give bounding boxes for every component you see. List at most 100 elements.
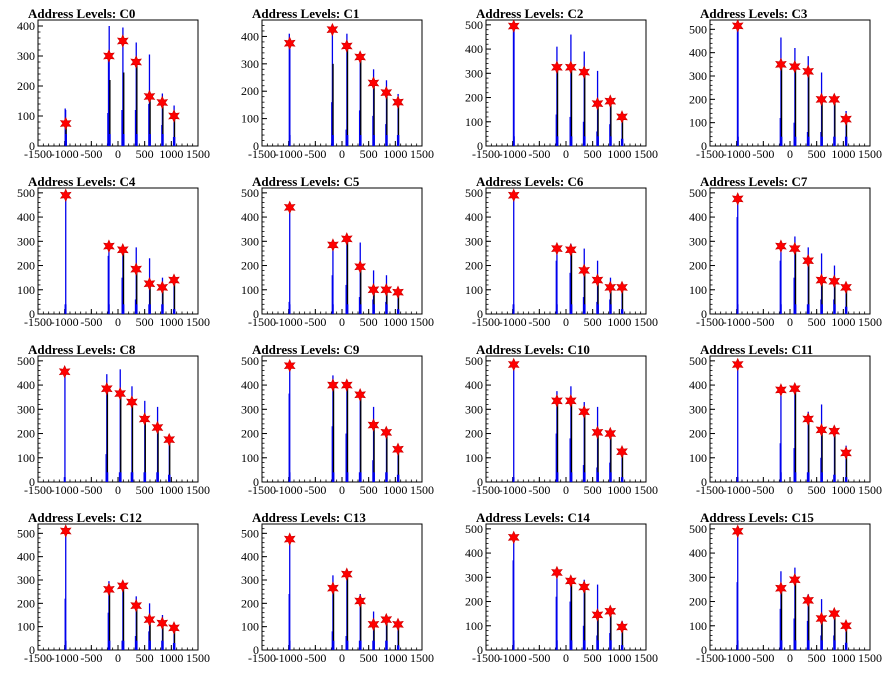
histogram-base xyxy=(583,640,586,650)
histogram-base xyxy=(583,304,586,314)
red-star-marker xyxy=(591,608,604,622)
x-tick-label: -1500 xyxy=(248,651,276,665)
chart-panel-c8: Address Levels: C80100200300400500-1500-… xyxy=(17,342,210,497)
red-star-marker xyxy=(840,619,852,633)
x-tick-label: 1000 xyxy=(159,483,183,497)
y-tick-label: 400 xyxy=(241,550,259,564)
chart-panel-c13: Address Levels: C13 0 100 200 300 400 500 -1500… xyxy=(241,510,434,665)
red-star-marker xyxy=(380,612,393,627)
histogram-base xyxy=(807,304,810,314)
x-tick-label: -1500 xyxy=(696,315,724,329)
red-star-marker xyxy=(815,423,828,437)
histogram-base xyxy=(289,135,291,146)
y-tick-label: 200 xyxy=(465,595,483,609)
chart-panel-c5: Address Levels: C50100200300400500-1500-… xyxy=(241,174,434,329)
histogram-base xyxy=(332,304,334,314)
chart-title: Address Levels: C12 xyxy=(28,510,142,525)
red-star-marker xyxy=(151,420,164,435)
y-tick-label: 0 xyxy=(477,139,483,153)
histogram-base xyxy=(820,640,823,650)
histogram-base xyxy=(609,640,612,650)
red-star-marker xyxy=(788,381,801,396)
red-star-marker xyxy=(367,418,380,432)
y-tick-label: 0 xyxy=(701,139,707,153)
histogram-base xyxy=(332,472,335,482)
y-tick-label: 400 xyxy=(17,550,35,564)
chart-title: Address Levels: C4 xyxy=(28,174,136,189)
y-tick-label: 300 xyxy=(689,402,707,416)
chart-panel-c10: Address Levels: C10 0 100 200 300 400 500 -1500… xyxy=(465,342,658,497)
x-tick-label: 500 xyxy=(584,147,602,161)
chart-panel-c12: Address Levels: C12 0 100 200 300 400 500 -1500… xyxy=(17,510,210,665)
y-tick-label: 300 xyxy=(17,573,35,587)
red-star-marker xyxy=(578,65,590,79)
x-tick-label: -1500 xyxy=(696,651,724,665)
x-tick-label: 1500 xyxy=(858,651,882,665)
y-tick-label: 0 xyxy=(29,139,35,153)
y-tick-label: 100 xyxy=(17,620,35,634)
y-tick-label: 500 xyxy=(17,186,35,200)
y-tick-label: 400 xyxy=(17,19,35,33)
red-star-marker xyxy=(103,239,115,253)
red-star-marker xyxy=(731,192,744,206)
x-tick-label: 1000 xyxy=(607,315,631,329)
chart-panel-c3: Address Levels: C30100200300400500-1500-… xyxy=(689,6,882,161)
red-star-marker xyxy=(59,116,72,131)
red-star-marker xyxy=(163,432,176,447)
x-tick-label: -1000 xyxy=(499,483,527,497)
red-star-marker xyxy=(775,383,787,397)
chart-panel-c14: Address Levels: C14 0 100 200 300 400 500 -1500… xyxy=(465,510,658,665)
chart-title: Address Levels: C0 xyxy=(28,6,135,21)
histogram-base xyxy=(119,472,122,482)
x-tick-label: 0 xyxy=(339,315,345,329)
histogram-base xyxy=(397,474,400,482)
red-star-marker xyxy=(283,358,296,373)
red-star-marker xyxy=(507,188,520,203)
histogram-base xyxy=(556,304,558,314)
x-tick-label: 1500 xyxy=(186,483,210,497)
histogram-base xyxy=(148,304,151,314)
x-tick-label: -1000 xyxy=(499,315,527,329)
chart-panel-c4: Address Levels: C40100200300400500-1500-… xyxy=(17,174,210,329)
red-star-marker xyxy=(828,424,841,438)
histogram-base xyxy=(556,136,559,146)
y-tick-label: 500 xyxy=(689,522,707,536)
y-tick-label: 200 xyxy=(465,427,483,441)
x-tick-label: 500 xyxy=(808,483,826,497)
x-tick-label: -500 xyxy=(528,651,550,665)
histogram-base xyxy=(596,304,599,314)
histogram-base xyxy=(833,474,836,482)
red-star-marker xyxy=(130,598,142,613)
x-tick-label: -1000 xyxy=(723,315,751,329)
y-tick-label: 100 xyxy=(689,451,707,465)
histogram-base xyxy=(64,477,66,482)
y-tick-label: 200 xyxy=(241,596,259,610)
histogram-base xyxy=(372,472,375,482)
chart-title: Address Levels: C1 xyxy=(252,6,359,21)
x-tick-label: -1500 xyxy=(472,147,500,161)
x-tick-label: -1000 xyxy=(723,147,751,161)
histogram-base xyxy=(794,640,797,650)
red-star-marker xyxy=(604,94,617,108)
red-star-marker xyxy=(130,262,142,276)
histogram-base xyxy=(513,477,515,482)
histogram-base xyxy=(780,136,783,146)
red-star-marker xyxy=(340,39,353,53)
red-star-marker xyxy=(340,378,353,392)
x-tick-label: 1000 xyxy=(607,147,631,161)
red-star-marker xyxy=(340,232,353,246)
x-tick-label: 1500 xyxy=(634,147,658,161)
x-tick-label: 500 xyxy=(360,147,378,161)
x-tick-label: 1000 xyxy=(831,483,855,497)
y-tick-label: 100 xyxy=(465,283,483,297)
red-star-marker xyxy=(156,280,169,295)
x-tick-label: -500 xyxy=(752,315,774,329)
histogram-base xyxy=(397,309,400,314)
y-tick-label: 500 xyxy=(689,354,707,368)
y-tick-label: 300 xyxy=(17,234,35,248)
y-tick-label: 500 xyxy=(241,526,259,540)
red-star-marker xyxy=(392,285,404,299)
red-star-marker xyxy=(327,581,339,595)
y-tick-label: 100 xyxy=(465,115,483,129)
histogram-base xyxy=(161,304,164,314)
